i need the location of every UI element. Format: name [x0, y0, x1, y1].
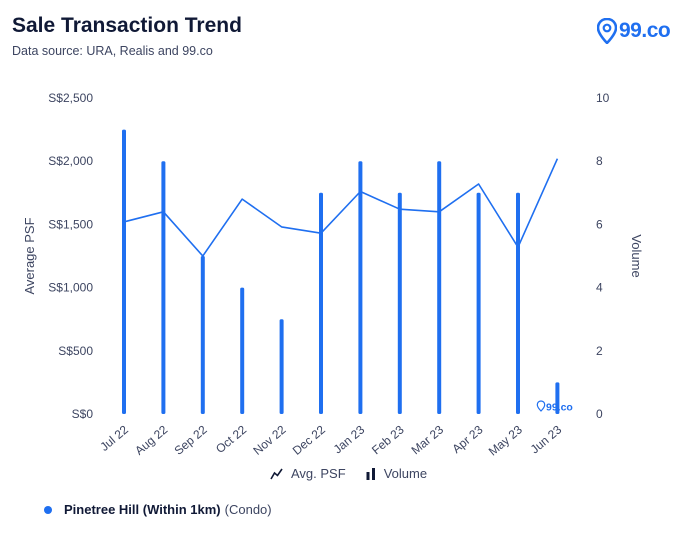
x-axis-ticks: Jul 22 Aug 22 Sep 22 Oct 22 Nov 22 Dec 22 Jan …	[97, 422, 564, 458]
volume-bar[interactable]	[358, 161, 363, 414]
logo-text: 99.co	[619, 19, 671, 42]
right-axis-ticks: 0 2 4 6 8 10	[596, 91, 610, 421]
legend-item-volume[interactable]: Volume	[366, 466, 427, 481]
property-name: Pinetree Hill (Within 1km)	[64, 502, 221, 517]
y2-axis-label: Volume	[629, 234, 644, 277]
legend-item-avg-psf[interactable]: Avg. PSF	[270, 466, 346, 481]
y2-tick-label: 10	[596, 91, 610, 105]
y-tick-label: S$500	[58, 344, 93, 358]
volume-bar[interactable]	[437, 161, 442, 414]
x-tick-label: Apr 23	[449, 422, 485, 456]
volume-bar[interactable]	[122, 129, 126, 414]
volume-bar[interactable]	[240, 287, 245, 414]
x-tick-label: Mar 23	[409, 422, 447, 457]
x-tick-label: Jan 23	[331, 422, 368, 456]
x-tick-label: Oct 22	[213, 422, 249, 456]
avg-psf-line	[123, 158, 559, 257]
y2-tick-label: 0	[596, 407, 603, 421]
legend-label-avg-psf: Avg. PSF	[291, 466, 346, 481]
x-tick-label: Feb 23	[369, 422, 407, 457]
y2-tick-label: 6	[596, 217, 603, 231]
chart-subtitle: Data source: URA, Realis and 99.co	[12, 44, 213, 58]
watermark-pin-icon	[536, 400, 546, 412]
volume-bar[interactable]	[555, 382, 560, 414]
volume-bar[interactable]	[161, 161, 166, 414]
property-dot	[44, 505, 52, 514]
y-tick-label: S$1,000	[48, 281, 93, 295]
line-chart-icon	[270, 468, 283, 479]
y-axis-label: Average PSF	[22, 217, 37, 294]
y-tick-label: S$2,500	[48, 91, 93, 105]
x-tick-label: Jul 22	[97, 422, 131, 454]
brand-logo[interactable]: 99.co	[597, 16, 671, 46]
property-type: (Condo)	[224, 502, 272, 517]
x-tick-label: Dec 22	[290, 422, 328, 457]
x-tick-label: Jun 23	[528, 422, 565, 456]
volume-bar[interactable]	[279, 319, 284, 414]
y2-tick-label: 4	[596, 281, 603, 295]
volume-bars	[122, 129, 560, 414]
left-axis-ticks: S$0 S$500 S$1,000 S$1,500 S$2,000 S$2,500	[48, 91, 93, 421]
y-tick-label: S$1,500	[48, 217, 93, 231]
y-tick-label: S$0	[72, 407, 94, 421]
chart-title: Sale Transaction Trend	[12, 14, 242, 37]
legend-label-volume: Volume	[383, 466, 428, 481]
y2-tick-label: 8	[596, 154, 603, 168]
property-legend: Pinetree Hill (Within 1km) (Condo)	[44, 502, 272, 517]
volume-bar[interactable]	[516, 192, 520, 414]
location-pin-icon	[597, 18, 617, 44]
bar-chart-icon	[366, 467, 375, 480]
volume-bar[interactable]	[200, 256, 205, 414]
watermark: 99.co	[536, 400, 573, 414]
x-tick-label: Aug 22	[132, 422, 170, 457]
volume-bar[interactable]	[397, 192, 402, 414]
volume-bar[interactable]	[476, 192, 481, 414]
watermark-text: 99.co	[546, 402, 573, 414]
x-tick-label: May 23	[486, 422, 525, 458]
y2-tick-label: 2	[596, 344, 603, 358]
volume-bar[interactable]	[319, 192, 323, 414]
y-tick-label: S$2,000	[48, 154, 93, 168]
x-tick-label: Nov 22	[250, 422, 288, 457]
chart-legend: Avg. PSF Volume	[270, 466, 447, 481]
x-tick-label: Sep 22	[172, 422, 210, 457]
